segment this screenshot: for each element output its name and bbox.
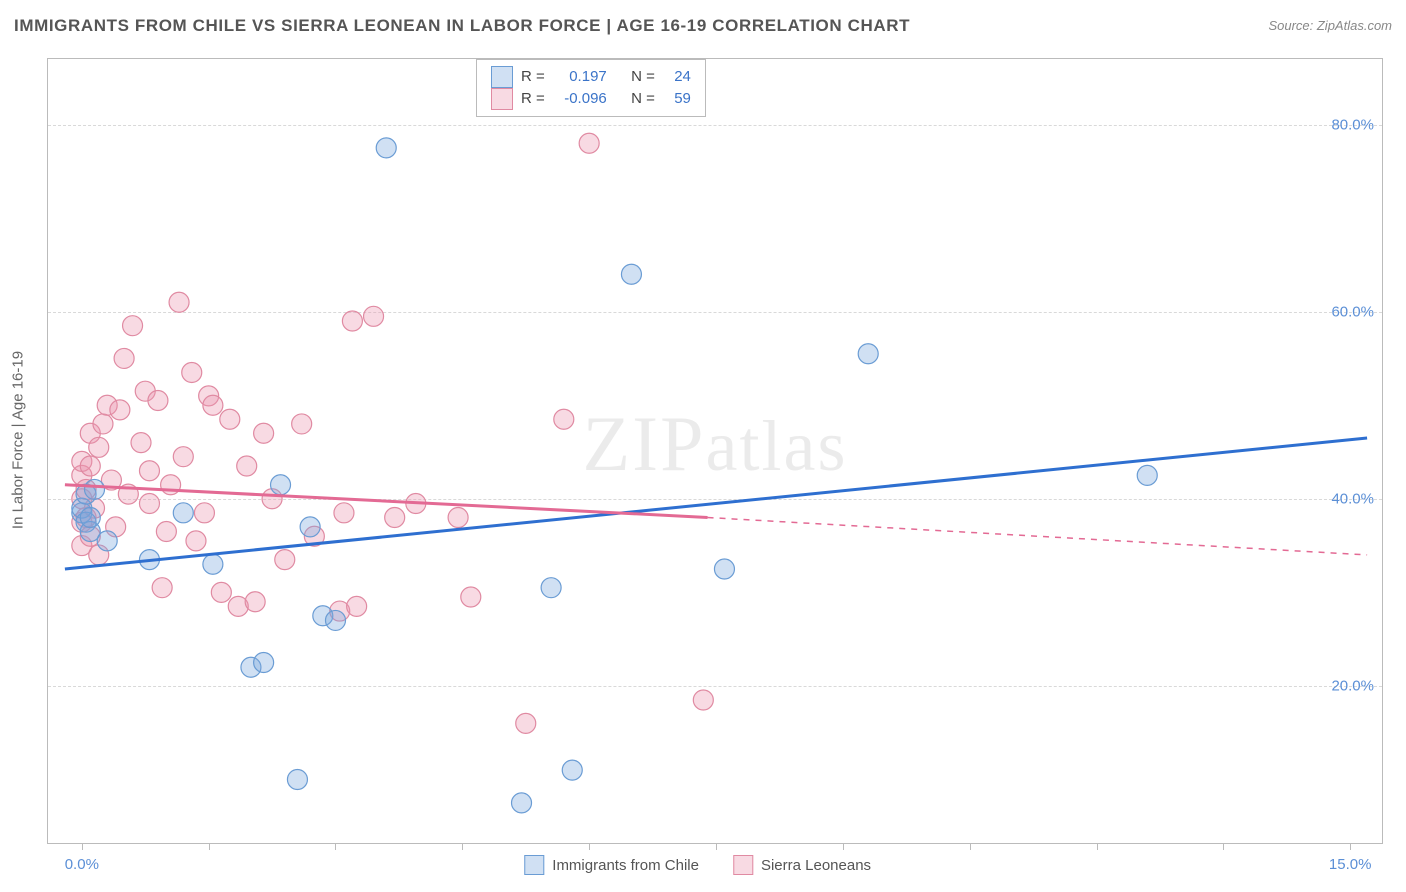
n-label: N =	[631, 66, 655, 88]
r-value-sierra: -0.096	[553, 88, 607, 110]
swatch-sierra	[733, 855, 753, 875]
swatch-sierra	[491, 88, 513, 110]
series-legend: Immigrants from Chile Sierra Leoneans	[524, 855, 871, 875]
plot-area: ZIPatlas 20.0%40.0%60.0%80.0% R = 0.197 …	[47, 58, 1383, 844]
r-label: R =	[521, 88, 545, 110]
legend-row-chile: R = 0.197 N = 24	[491, 66, 691, 88]
legend-row-sierra: R = -0.096 N = 59	[491, 88, 691, 110]
swatch-chile	[491, 66, 513, 88]
chart-title: IMMIGRANTS FROM CHILE VS SIERRA LEONEAN …	[14, 16, 910, 35]
legend-label-sierra: Sierra Leoneans	[761, 857, 871, 874]
n-value-chile: 24	[663, 66, 691, 88]
n-value-sierra: 59	[663, 88, 691, 110]
y-axis-label: In Labor Force | Age 16-19	[10, 351, 27, 529]
legend-label-chile: Immigrants from Chile	[552, 857, 699, 874]
x-tick-label: 0.0%	[65, 856, 99, 873]
scatter-svg	[48, 59, 1382, 843]
source-label: Source: ZipAtlas.com	[1268, 18, 1392, 33]
x-tick-label: 15.0%	[1329, 856, 1372, 873]
stats-legend: R = 0.197 N = 24 R = -0.096 N = 59	[476, 59, 706, 117]
swatch-chile	[524, 855, 544, 875]
r-label: R =	[521, 66, 545, 88]
r-value-chile: 0.197	[553, 66, 607, 88]
n-label: N =	[631, 88, 655, 110]
